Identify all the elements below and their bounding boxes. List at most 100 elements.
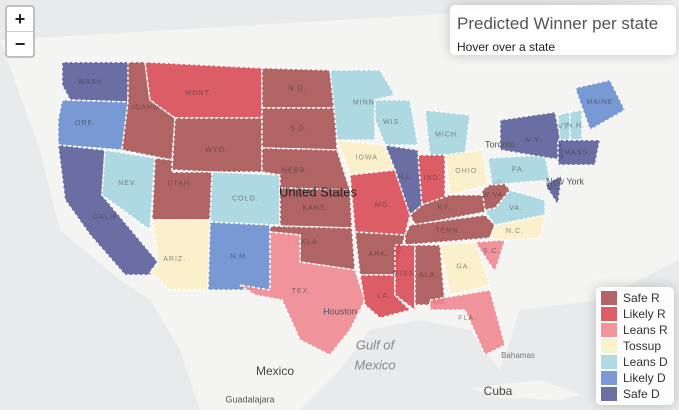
state-label: WIS. xyxy=(383,119,402,126)
info-box: Predicted Winner per state Hover over a … xyxy=(450,5,676,55)
state[interactable] xyxy=(488,214,546,241)
state[interactable] xyxy=(481,177,511,211)
state-label: ARK. xyxy=(369,251,389,258)
state-label: KY. xyxy=(438,205,451,212)
state-label: VT. xyxy=(558,124,571,131)
state-label: MISS. xyxy=(393,271,417,278)
legend-label: Likely R xyxy=(623,307,666,321)
place-label: United States xyxy=(279,184,358,199)
info-title: Predicted Winner per state xyxy=(457,14,659,33)
legend-label: Safe R xyxy=(623,291,660,305)
zoom-in[interactable]: + xyxy=(14,9,26,29)
state[interactable] xyxy=(349,169,411,236)
place-label: Bahamas xyxy=(501,351,535,360)
state-label: OKLA. xyxy=(295,239,321,246)
legend-swatch xyxy=(601,387,617,401)
legend-item: Tossup xyxy=(596,338,674,354)
legend-swatch xyxy=(601,371,617,385)
state-label: CALIF. xyxy=(93,214,120,221)
state-label: N.H. xyxy=(567,122,585,129)
state-label: WYO. xyxy=(205,147,228,154)
state-label: OHIO xyxy=(455,168,477,175)
state-label: S.C. xyxy=(483,248,501,255)
legend-item: Leans R xyxy=(596,322,674,338)
state-label: MD. xyxy=(547,185,563,192)
state[interactable] xyxy=(557,139,601,166)
zoom-out[interactable]: − xyxy=(7,31,33,56)
state-label: MICH. xyxy=(435,131,460,138)
place-label: Mexico xyxy=(256,364,294,378)
state-label: IDAHO xyxy=(132,105,159,112)
place-label: Cuba xyxy=(484,384,513,398)
state-label: WASH xyxy=(78,79,103,86)
legend-swatch xyxy=(601,291,617,305)
state[interactable] xyxy=(171,117,263,173)
legend-item: Leans D xyxy=(596,354,674,370)
place-label: Toronto xyxy=(485,139,515,149)
state[interactable] xyxy=(239,231,366,356)
state[interactable] xyxy=(57,99,129,151)
cuba xyxy=(470,380,580,400)
state[interactable] xyxy=(499,111,566,161)
legend-label: Tossup xyxy=(623,339,662,353)
state-label: ORE. xyxy=(75,120,96,127)
state[interactable] xyxy=(487,154,551,186)
state[interactable] xyxy=(279,187,353,229)
legend-item: Safe D xyxy=(596,386,674,402)
state-label: TENN. xyxy=(435,227,461,234)
state-label: ARIZ. xyxy=(163,256,186,263)
state[interactable] xyxy=(444,149,489,196)
legend-label: Leans R xyxy=(623,323,668,337)
state-label: NEBR. xyxy=(282,167,308,174)
legend-swatch xyxy=(601,307,617,321)
state-label: IND. xyxy=(424,175,442,182)
place-label: Guadalajara xyxy=(225,394,274,404)
state-label: MONT. xyxy=(185,90,212,97)
place-label: Houston xyxy=(323,306,357,316)
state-label: PA. xyxy=(512,166,526,173)
state-label: MASS. xyxy=(564,149,591,156)
state-label: KANS. xyxy=(302,205,328,212)
state-label: COLO. xyxy=(232,195,259,202)
state-label: LA. xyxy=(377,293,391,300)
state-label: MAINE xyxy=(586,99,613,106)
state[interactable] xyxy=(101,149,156,232)
state-label: VA. xyxy=(509,205,523,212)
place-label: New York xyxy=(546,176,585,186)
state-label: MO. xyxy=(375,202,391,209)
state-label: IOWA xyxy=(356,154,378,161)
state-label: W.VA. xyxy=(482,192,506,199)
state-label: MINN. xyxy=(353,99,378,106)
state-label: NEV. xyxy=(118,180,138,187)
legend-item: Likely R xyxy=(596,306,674,322)
state[interactable] xyxy=(543,173,563,208)
state[interactable] xyxy=(429,289,506,357)
state[interactable] xyxy=(574,79,626,132)
legend: Safe R Likely R Leans R Tossup Leans D Likely… xyxy=(596,287,674,405)
place-label: Mexico xyxy=(354,357,395,372)
legend-swatch xyxy=(601,323,617,337)
place-label: Gulf of xyxy=(356,337,396,352)
state[interactable] xyxy=(374,99,419,146)
state[interactable] xyxy=(209,171,281,226)
state-label: GA. xyxy=(456,264,471,271)
state[interactable] xyxy=(394,244,416,312)
state-label: ALA. xyxy=(419,272,438,279)
legend-label: Safe D xyxy=(623,387,660,401)
zoom-control: + − xyxy=(5,5,35,58)
state[interactable] xyxy=(439,241,491,296)
state-label: FLA. xyxy=(458,315,477,322)
legend-item: Likely D xyxy=(596,370,674,386)
state-label: S.D. xyxy=(290,125,308,132)
state-label: UTAH xyxy=(168,181,191,188)
state[interactable] xyxy=(473,239,507,274)
state-label: TEX. xyxy=(292,288,312,295)
legend-swatch xyxy=(601,355,617,369)
state-label: N.Y. xyxy=(525,137,542,144)
state-label: N.C. xyxy=(506,228,524,235)
legend-swatch xyxy=(601,339,617,353)
info-hint: Hover over a state xyxy=(457,40,556,54)
state-label: ILL. xyxy=(398,174,414,181)
